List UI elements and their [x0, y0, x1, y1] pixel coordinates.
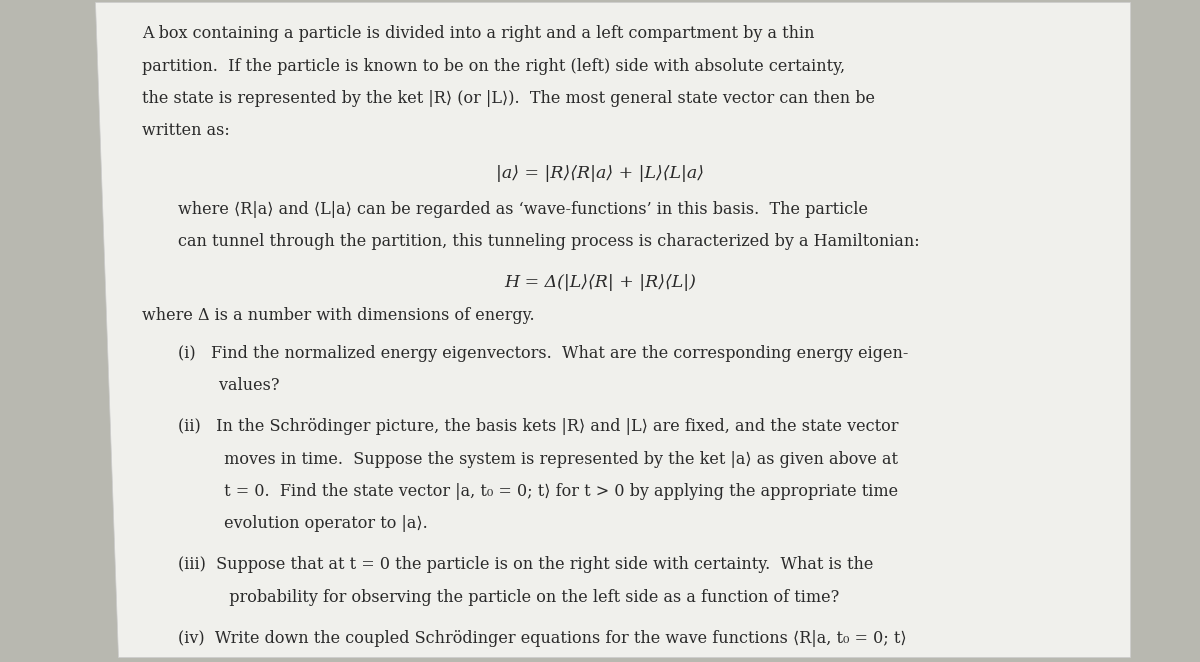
- Text: where ⟨R|a⟩ and ⟨L|a⟩ can be regarded as ‘wave-functions’ in this basis.  The pa: where ⟨R|a⟩ and ⟨L|a⟩ can be regarded as…: [178, 201, 868, 218]
- Text: A box containing a particle is divided into a right and a left compartment by a : A box containing a particle is divided i…: [142, 25, 814, 42]
- Text: |a⟩ = |R⟩⟨R|a⟩ + |L⟩⟨L|a⟩: |a⟩ = |R⟩⟨R|a⟩ + |L⟩⟨L|a⟩: [496, 165, 704, 182]
- Text: (i)   Find the normalized energy eigenvectors.  What are the corresponding energ: (i) Find the normalized energy eigenvect…: [178, 345, 908, 362]
- Text: H = Δ(|L⟩⟨R| + |R⟩⟨L|): H = Δ(|L⟩⟨R| + |R⟩⟨L|): [504, 274, 696, 291]
- Text: evolution operator to |a⟩.: evolution operator to |a⟩.: [178, 515, 427, 532]
- Text: written as:: written as:: [142, 122, 229, 139]
- Polygon shape: [95, 2, 1130, 657]
- Text: probability for observing the particle on the left side as a function of time?: probability for observing the particle o…: [178, 589, 839, 606]
- Text: t = 0.  Find the state vector |a, t₀ = 0; t⟩ for t > 0 by applying the appropria: t = 0. Find the state vector |a, t₀ = 0;…: [178, 483, 898, 500]
- Text: can tunnel through the partition, this tunneling process is characterized by a H: can tunnel through the partition, this t…: [178, 234, 919, 250]
- Text: (iii)  Suppose that at t = 0 the particle is on the right side with certainty.  : (iii) Suppose that at t = 0 the particle…: [178, 556, 872, 573]
- Text: the state is represented by the ket |R⟩ (or |L⟩).  The most general state vector: the state is represented by the ket |R⟩ …: [142, 90, 875, 107]
- Text: partition.  If the particle is known to be on the right (left) side with absolut: partition. If the particle is known to b…: [142, 58, 845, 75]
- Text: values?: values?: [178, 377, 280, 395]
- Text: where Δ is a number with dimensions of energy.: where Δ is a number with dimensions of e…: [142, 307, 534, 324]
- Text: (ii)   In the Schrödinger picture, the basis kets |R⟩ and |L⟩ are fixed, and the: (ii) In the Schrödinger picture, the bas…: [178, 418, 898, 436]
- Text: (iv)  Write down the coupled Schrödinger equations for the wave functions ⟨R|a, : (iv) Write down the coupled Schrödinger …: [178, 630, 906, 647]
- Text: moves in time.  Suppose the system is represented by the ket |a⟩ as given above : moves in time. Suppose the system is rep…: [178, 451, 898, 467]
